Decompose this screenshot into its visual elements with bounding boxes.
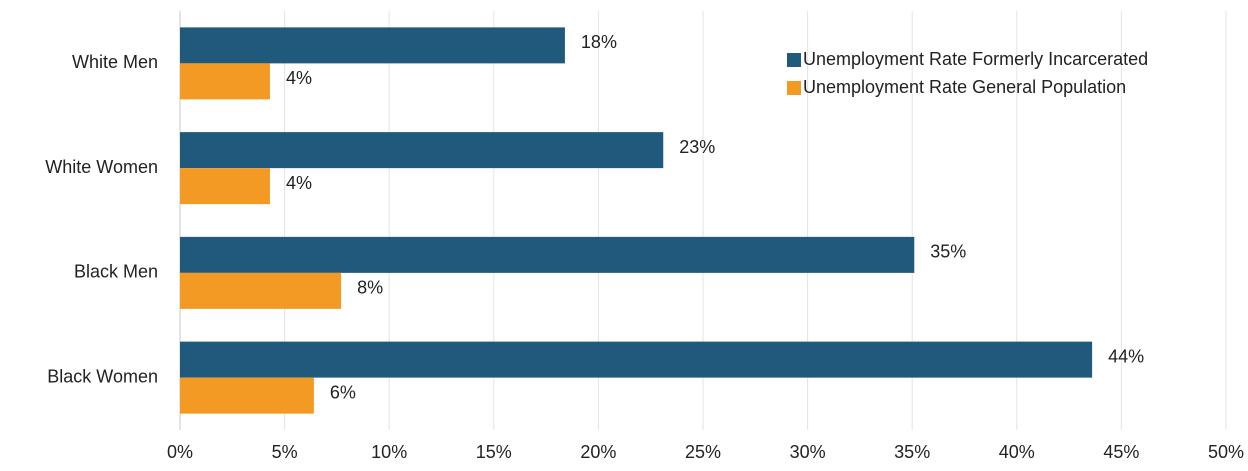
legend-swatch bbox=[787, 53, 801, 67]
x-tick-label: 40% bbox=[999, 442, 1035, 462]
bar bbox=[180, 236, 915, 273]
x-tick-label: 50% bbox=[1208, 442, 1244, 462]
bar bbox=[180, 132, 664, 169]
bar bbox=[180, 63, 270, 100]
legend-swatch bbox=[787, 81, 801, 95]
data-label: 44% bbox=[1108, 346, 1144, 366]
x-tick-label: 10% bbox=[371, 442, 407, 462]
data-label: 6% bbox=[330, 382, 356, 402]
y-tick-label: White Men bbox=[72, 52, 158, 72]
bar bbox=[180, 27, 565, 64]
data-label: 4% bbox=[286, 68, 312, 88]
x-tick-label: 15% bbox=[476, 442, 512, 462]
bar bbox=[180, 377, 314, 414]
bar bbox=[180, 272, 342, 309]
x-tick-label: 45% bbox=[1103, 442, 1139, 462]
legend-label: Unemployment Rate General Population bbox=[803, 77, 1126, 97]
x-tick-label: 5% bbox=[272, 442, 298, 462]
y-tick-label: Black Men bbox=[74, 262, 158, 282]
bar bbox=[180, 168, 270, 205]
x-tick-label: 0% bbox=[167, 442, 193, 462]
x-tick-label: 20% bbox=[580, 442, 616, 462]
y-tick-label: White Women bbox=[45, 157, 158, 177]
data-label: 18% bbox=[581, 32, 617, 52]
legend-label: Unemployment Rate Formerly Incarcerated bbox=[803, 49, 1148, 69]
data-label: 4% bbox=[286, 173, 312, 193]
data-label: 35% bbox=[930, 242, 966, 262]
bar bbox=[180, 341, 1093, 378]
x-tick-label: 35% bbox=[894, 442, 930, 462]
data-label: 8% bbox=[357, 278, 383, 298]
x-tick-label: 30% bbox=[790, 442, 826, 462]
x-tick-label: 25% bbox=[685, 442, 721, 462]
y-tick-label: Black Women bbox=[47, 366, 158, 386]
data-label: 23% bbox=[679, 137, 715, 157]
